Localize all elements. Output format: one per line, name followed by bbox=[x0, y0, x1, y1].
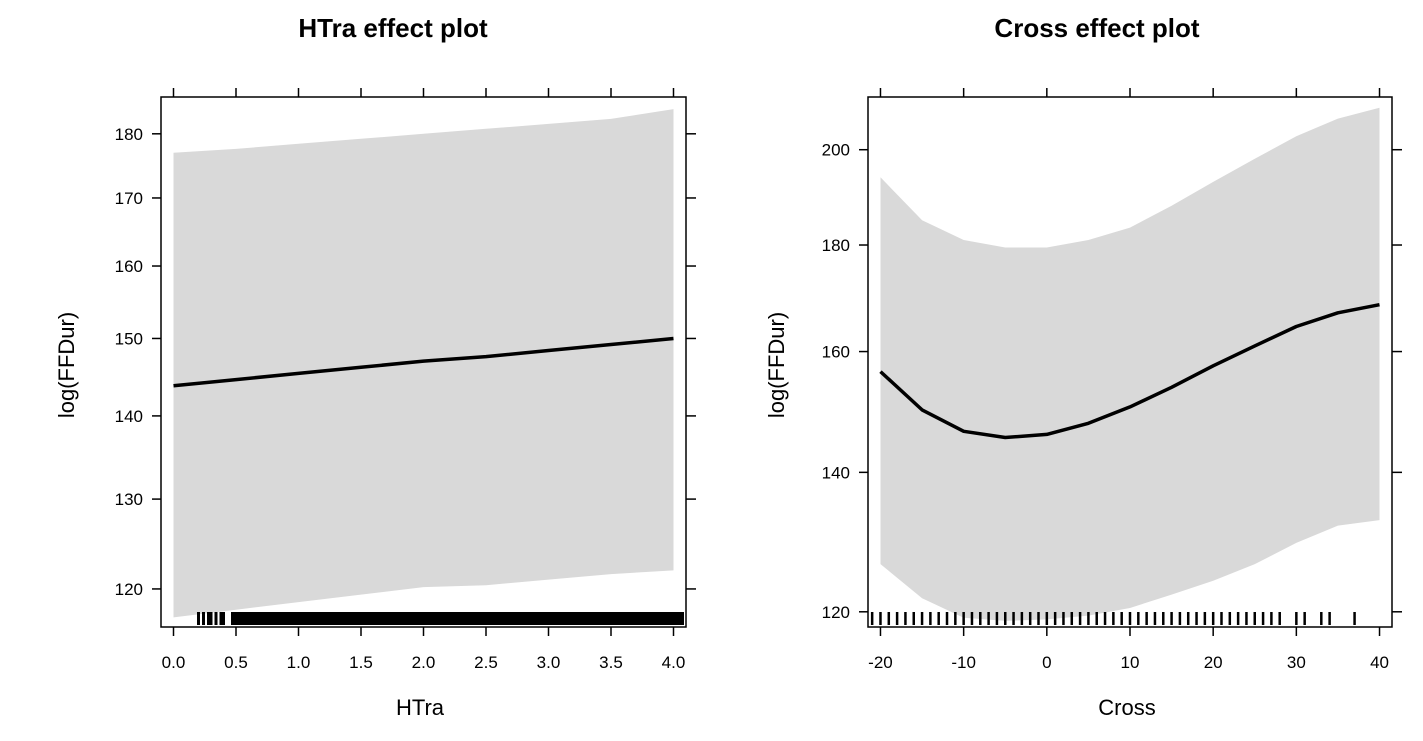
htra-x-tick-label: 4.0 bbox=[662, 653, 686, 672]
cross-x-tick-label: 20 bbox=[1204, 653, 1223, 672]
cross-y-ticks: 120 140 160 180 200 bbox=[822, 141, 1402, 622]
htra-plot-title: HTra effect plot bbox=[298, 13, 488, 43]
htra-x-tick-label: 1.5 bbox=[349, 653, 373, 672]
cross-effect-line bbox=[879, 302, 1380, 440]
htra-x-ticks: 0.0 0.5 1.0 1.5 2.0 2.5 3.0 3.5 4.0 bbox=[162, 88, 686, 672]
cross-x-tick-label: 10 bbox=[1121, 653, 1140, 672]
htra-x-tick-label: 1.0 bbox=[287, 653, 311, 672]
htra-confidence-band-layer bbox=[173, 109, 674, 618]
htra-y-tick-label: 150 bbox=[115, 329, 143, 348]
cross-rug-layer bbox=[870, 612, 1356, 625]
htra-effect-line-layer bbox=[173, 336, 674, 388]
htra-plot-frame bbox=[160, 96, 687, 628]
cross-y-tick-label: 180 bbox=[822, 236, 850, 255]
htra-x-tick-label: 2.5 bbox=[474, 653, 498, 672]
htra-y-tick-label: 170 bbox=[115, 189, 143, 208]
cross-x-ticks: -20 -10 0 10 20 30 40 bbox=[868, 88, 1389, 672]
cross-effect-line-layer bbox=[879, 302, 1380, 440]
htra-rug-dense-block bbox=[231, 612, 684, 625]
cross-plot-title: Cross effect plot bbox=[994, 13, 1199, 43]
htra-effect-panel: HTra effect plot HTra log(FFDur) 0.0 0.5 1… bbox=[54, 13, 696, 720]
htra-y-axis-label: log(FFDur) bbox=[54, 312, 79, 418]
htra-y-tick-label: 120 bbox=[115, 580, 143, 599]
htra-y-tick-label: 160 bbox=[115, 257, 143, 276]
htra-x-tick-label: 3.5 bbox=[599, 653, 623, 672]
cross-x-tick-label: 0 bbox=[1042, 653, 1051, 672]
htra-y-ticks: 120 130 140 150 160 170 180 bbox=[115, 125, 696, 599]
htra-y-tick-label: 180 bbox=[115, 125, 143, 144]
cross-y-tick-label: 140 bbox=[822, 463, 850, 482]
cross-x-tick-label: 30 bbox=[1287, 653, 1306, 672]
htra-x-tick-label: 3.0 bbox=[537, 653, 561, 672]
htra-x-tick-label: 0.0 bbox=[162, 653, 186, 672]
cross-y-tick-label: 120 bbox=[822, 603, 850, 622]
cross-y-tick-label: 200 bbox=[822, 141, 850, 160]
cross-effect-panel: Cross effect plot Cross log(FFDur) -20 -1… bbox=[764, 13, 1402, 720]
cross-y-axis-label: log(FFDur) bbox=[764, 312, 789, 418]
cross-x-tick-label: 40 bbox=[1370, 653, 1389, 672]
htra-x-tick-label: 2.0 bbox=[412, 653, 436, 672]
cross-x-axis-label: Cross bbox=[1098, 695, 1155, 720]
htra-rug-layer bbox=[197, 612, 684, 625]
htra-confidence-band bbox=[173, 109, 674, 618]
cross-y-tick-label: 160 bbox=[822, 343, 850, 362]
htra-y-tick-label: 140 bbox=[115, 407, 143, 426]
cross-confidence-band-layer bbox=[880, 107, 1380, 621]
cross-confidence-band bbox=[880, 107, 1380, 621]
htra-y-tick-label: 130 bbox=[115, 490, 143, 509]
htra-x-axis-label: HTra bbox=[396, 695, 445, 720]
cross-x-tick-label: -20 bbox=[868, 653, 893, 672]
htra-x-tick-label: 0.5 bbox=[224, 653, 248, 672]
cross-plot-frame bbox=[867, 96, 1393, 628]
cross-x-tick-label: -10 bbox=[951, 653, 976, 672]
htra-effect-line bbox=[173, 336, 674, 388]
